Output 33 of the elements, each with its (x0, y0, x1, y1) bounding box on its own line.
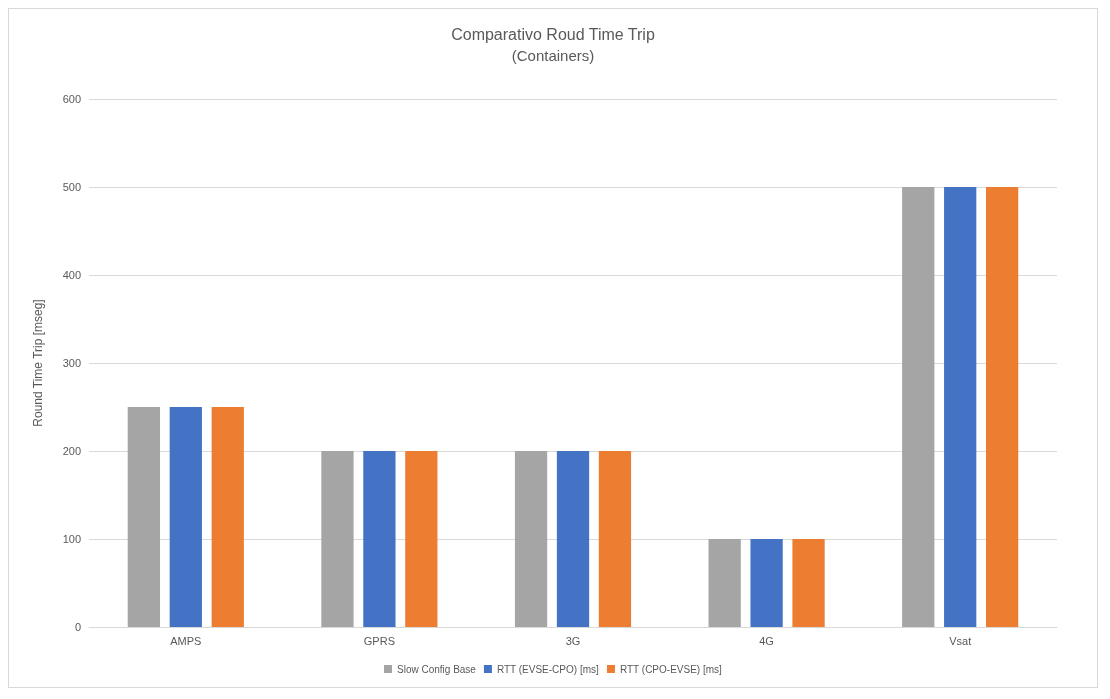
bar (514, 451, 548, 627)
y-tick-label: 500 (62, 181, 81, 193)
chart-subtitle: (Containers) (511, 47, 595, 64)
y-tick-label: 600 (62, 93, 81, 105)
y-tick-label: 0 (74, 621, 81, 633)
y-tick-label: 400 (62, 269, 81, 281)
bar (127, 407, 160, 627)
y-tick-label: 100 (62, 533, 81, 545)
y-axis-title: Round Time Trip [mseg] (31, 299, 45, 427)
bar (944, 187, 977, 627)
legend-label: Slow Config Base (396, 663, 477, 675)
bar (405, 451, 438, 627)
bar (169, 407, 202, 627)
x-tick-label: 3G (565, 634, 581, 647)
y-tick-label: 300 (62, 357, 81, 369)
bar (902, 187, 935, 627)
y-tick-label: 200 (62, 445, 81, 457)
bar (708, 539, 741, 627)
bar (556, 451, 590, 627)
legend-label: RTT (CPO-EVSE) [ms] (619, 663, 723, 675)
bar (363, 451, 396, 627)
bar (598, 451, 632, 627)
x-tick-label: 4G (759, 634, 774, 647)
legend-label: RTT (EVSE-CPO) [ms] (496, 663, 600, 675)
x-tick-label: GPRS (363, 634, 395, 647)
chart-title: Comparativo Roud Time Trip (451, 25, 655, 43)
bar (750, 539, 783, 627)
bar (986, 187, 1019, 627)
bar (321, 451, 354, 627)
bar (792, 539, 825, 627)
x-tick-label: Vsat (949, 634, 972, 647)
x-tick-label: AMPS (170, 634, 202, 647)
bar (211, 407, 244, 627)
